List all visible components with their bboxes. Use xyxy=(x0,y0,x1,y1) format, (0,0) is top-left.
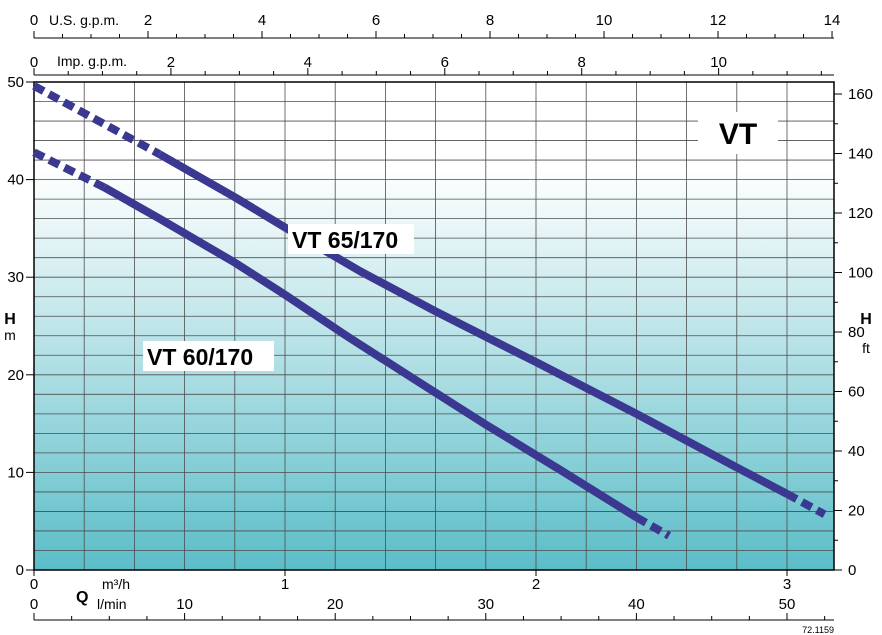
y-right-tick-label: 40 xyxy=(848,443,865,460)
m3h-tick-label: 0 xyxy=(30,576,38,593)
curve-vt-60-170-end-dashed xyxy=(634,513,671,540)
plot-background xyxy=(34,82,834,570)
top-axes: 0 2 4 6 8 10 12 14 0 2 4 6 8 10 xyxy=(30,12,841,76)
usgpm-axis-tick-label: 14 xyxy=(824,12,841,29)
m3h-tick-label: 2 xyxy=(532,576,540,593)
m3h-tick-label: 1 xyxy=(281,576,289,593)
usgpm-axis-tick-label: 2 xyxy=(144,12,152,29)
curve-vt-65-170-start-dashed xyxy=(32,82,162,158)
impgpm-axis-tick-label: 6 xyxy=(441,54,449,71)
lmin-tick-label: 30 xyxy=(477,596,494,613)
usgpm-axis-tick-label: 8 xyxy=(486,12,494,29)
impgpm-label: Imp. g.p.m. xyxy=(57,53,127,69)
y-right-tick-label: 20 xyxy=(848,503,865,520)
plot-frame xyxy=(33,81,835,571)
y-right-tick-label: 120 xyxy=(848,205,873,222)
impgpm-axis-tick-label: 10 xyxy=(710,54,727,71)
lmin-unit: l/min xyxy=(97,596,127,612)
y-right-tick-label: 140 xyxy=(848,146,873,163)
chart-title: VT xyxy=(719,118,757,151)
series-label-vt65: VT 65/170 xyxy=(292,227,398,253)
reference-code: 72.1159 xyxy=(802,625,834,635)
y-left-tick-label: 40 xyxy=(7,172,24,189)
y-right-tick-label: 0 xyxy=(848,562,856,579)
impgpm-axis-tick-label: 2 xyxy=(167,54,175,71)
curve-vt-65-170-solid xyxy=(157,150,789,498)
y-right-tick-label: 100 xyxy=(848,265,873,282)
usgpm-axis-tick-label: 10 xyxy=(596,12,613,29)
y-right-unit: ft xyxy=(862,340,870,356)
y-right-tick-label: 160 xyxy=(848,86,873,103)
lmin-tick-label: 10 xyxy=(176,596,193,613)
curve-vt-60-170-solid xyxy=(102,183,639,521)
y-left-tick-label: 20 xyxy=(7,367,24,384)
y-axis-ticks: 0 10 20 30 40 50 0 20 40 60 80 100 120 140 160 xyxy=(7,74,873,579)
performance-curves xyxy=(32,82,827,540)
y-left-tick-label: 50 xyxy=(7,74,24,91)
y-right-tick-label: 60 xyxy=(848,384,865,401)
y-left-unit: m xyxy=(4,327,16,343)
series-label-bg-1 xyxy=(288,224,414,254)
y-right-tick-label: 80 xyxy=(848,324,865,341)
usgpm-axis-tick-label: 4 xyxy=(258,12,266,29)
impgpm-axis-tick-label: 0 xyxy=(30,54,38,71)
series-label-vt60: VT 60/170 xyxy=(147,344,253,370)
usgpm-axis-tick-label: 12 xyxy=(710,12,727,29)
y-left-tick-label: 0 xyxy=(16,562,24,579)
usgpm-label: U.S. g.p.m. xyxy=(49,12,119,28)
series-label-bg-2 xyxy=(143,341,274,371)
lmin-tick-label: 0 xyxy=(30,596,38,613)
impgpm-axis-tick-label: 8 xyxy=(578,54,586,71)
impgpm-axis-tick-label: 4 xyxy=(304,54,312,71)
m3h-unit: m³/h xyxy=(102,576,130,592)
curve-vt-65-170-end-dashed xyxy=(785,490,827,518)
bottom-axes: 0 1 2 30 10 20 30 40 50 xyxy=(30,570,834,621)
m3h-tick-label: 3 xyxy=(783,576,791,593)
lmin-tick-label: 40 xyxy=(628,596,645,613)
y-left-tick-label: 10 xyxy=(7,464,24,481)
title-box xyxy=(698,112,778,154)
lmin-tick-label: 50 xyxy=(779,596,796,613)
curve-vt-60-170-start-dashed xyxy=(32,148,107,191)
q-label: Q xyxy=(76,589,88,606)
y-left-tick-label: 30 xyxy=(7,269,24,286)
y-left-label: H xyxy=(4,311,16,328)
lmin-tick-label: 20 xyxy=(327,596,344,613)
usgpm-axis-tick-label: 6 xyxy=(372,12,380,29)
usgpm-axis-tick-label: 0 xyxy=(30,12,38,29)
y-right-label: H xyxy=(860,311,872,328)
